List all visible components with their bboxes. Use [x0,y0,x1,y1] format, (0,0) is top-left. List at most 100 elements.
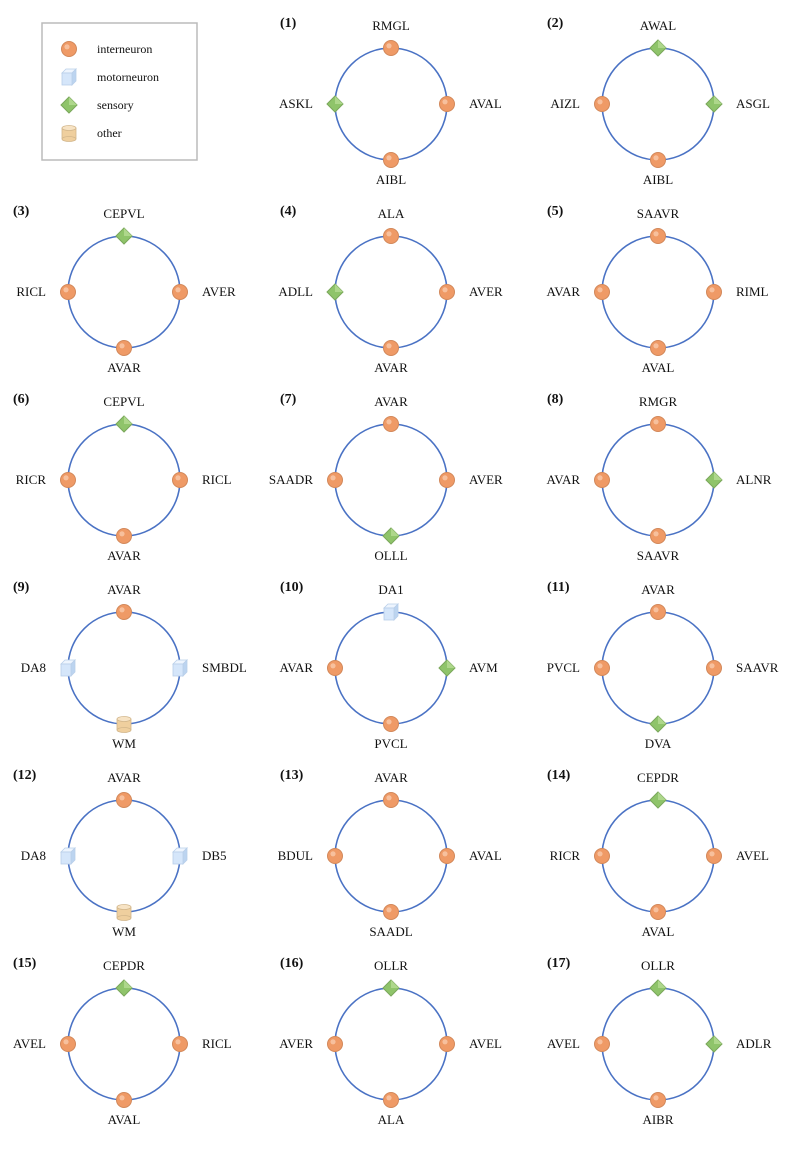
interneuron-node-icon [706,848,722,864]
interneuron-node-icon [650,528,666,544]
node-label: AIBL [376,172,406,187]
node-label: ASGL [736,96,770,111]
node-label: PVCL [374,736,407,751]
node-label: ASKL [279,96,313,111]
node-label: SAAVR [637,206,680,221]
motif-1: (1) RMGL AVAL AIBL ASKL [279,16,502,187]
interneuron-node-icon [706,660,722,676]
motif-ring [67,987,181,1101]
motif-5: (5) SAAVR RIML AVAL AVAR [547,204,769,375]
node-label: OLLR [374,958,408,973]
motif-14: (14) CEPDR AVEL AVAL RICR [547,768,769,939]
node-label: OLLL [374,548,407,563]
motif-12: (12) AVAR DB5 WM DA8 [13,768,227,939]
interneuron-node-icon [383,1092,399,1108]
motif-7: (7) AVAR AVER OLLL SAADR [269,392,503,563]
motif-ring [334,611,448,725]
node-label: ALNR [736,472,772,487]
motorneuron-node-icon [383,603,399,621]
node-label: AVM [469,660,498,675]
interneuron-node-icon [172,284,188,300]
node-label: CEPVL [103,394,144,409]
legend-sensory-icon [60,96,78,114]
interneuron-node-icon [439,848,455,864]
interneuron-node-icon [594,660,610,676]
interneuron-node-icon [327,848,343,864]
interneuron-node-icon [439,284,455,300]
node-label: AVAR [374,394,408,409]
node-label: RMGR [639,394,678,409]
sensory-node-icon [649,715,667,733]
other-node-icon [116,716,132,733]
node-label: AVER [469,284,503,299]
motif-ring [67,799,181,913]
sensory-node-icon [382,979,400,997]
interneuron-node-icon [439,1036,455,1052]
legend-label-other: other [97,126,122,140]
node-label: ADLL [278,284,313,299]
node-label: AVAR [374,360,408,375]
motif-number: (11) [547,580,570,595]
motif-number: (8) [547,392,564,407]
motif-ring [67,611,181,725]
interneuron-node-icon [594,284,610,300]
motif-number: (15) [13,956,37,971]
motif-16: (16) OLLR AVEL ALA AVER [279,956,502,1127]
sensory-node-icon [115,227,133,245]
motif-number: (6) [13,392,30,407]
interneuron-node-icon [594,472,610,488]
legend-other-icon [61,125,77,142]
node-label: RICR [16,472,47,487]
motif-ring [67,423,181,537]
motif-ring [601,987,715,1101]
motif-10: (10) DA1 AVM PVCL AVAR [280,580,499,751]
legend-label-interneuron: interneuron [97,42,152,56]
motif-11: (11) AVAR SAAVR DVA PVCL [547,580,779,751]
node-label: AVEL [469,1036,502,1051]
motif-number: (3) [13,204,30,219]
node-label: RICL [16,284,46,299]
node-label: RICL [202,472,232,487]
interneuron-node-icon [383,152,399,168]
interneuron-node-icon [706,284,722,300]
node-label: WM [112,736,136,751]
node-label: AWAL [640,18,677,33]
node-label: ADLR [736,1036,772,1051]
interneuron-node-icon [60,284,76,300]
node-label: RICR [550,848,581,863]
node-label: CEPVL [103,206,144,221]
legend-label-sensory: sensory [97,98,134,112]
node-label: DB5 [202,848,227,863]
motif-ring [334,47,448,161]
interneuron-node-icon [383,40,399,56]
interneuron-node-icon [383,416,399,432]
legend-interneuron-icon [61,41,77,57]
sensory-node-icon [326,283,344,301]
motif-ring [334,423,448,537]
sensory-node-icon [115,979,133,997]
interneuron-node-icon [172,472,188,488]
node-label: AVAL [108,1112,141,1127]
motif-number: (1) [280,16,297,31]
motif-2: (2) AWAL ASGL AIBL AIZL [547,16,770,187]
sensory-node-icon [705,95,723,113]
node-label: AVAL [642,360,675,375]
node-label: RIML [736,284,769,299]
motif-ring [67,235,181,349]
node-label: AIZL [550,96,580,111]
interneuron-node-icon [650,152,666,168]
interneuron-node-icon [650,228,666,244]
interneuron-node-icon [116,792,132,808]
node-label: AVER [279,1036,313,1051]
interneuron-node-icon [594,848,610,864]
sensory-node-icon [115,415,133,433]
node-label: ALA [378,206,405,221]
interneuron-node-icon [383,716,399,732]
node-label: AVAR [280,660,314,675]
motif-ring [334,987,448,1101]
interneuron-node-icon [60,472,76,488]
interneuron-node-icon [650,904,666,920]
sensory-node-icon [438,659,456,677]
motif-number: (16) [280,956,304,971]
node-label: DA8 [21,848,46,863]
